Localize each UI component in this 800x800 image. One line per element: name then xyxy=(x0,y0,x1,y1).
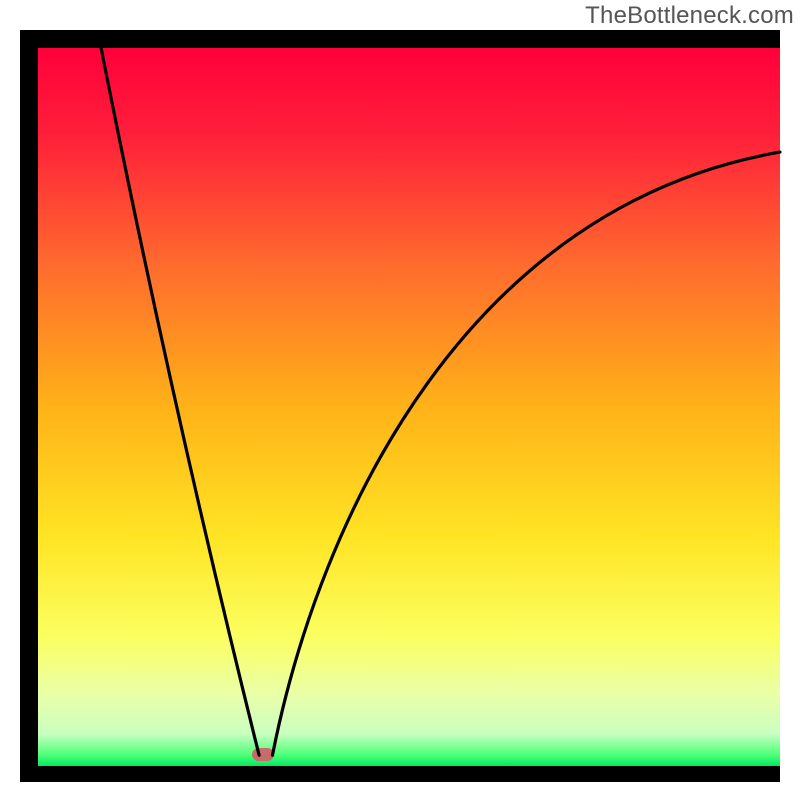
frame-top xyxy=(20,30,780,48)
curve-path xyxy=(101,48,780,755)
chart-container: TheBottleneck.com xyxy=(0,0,800,800)
bottleneck-curve xyxy=(38,48,780,766)
frame-left xyxy=(20,30,38,782)
plot-area xyxy=(38,48,780,766)
watermark-text: TheBottleneck.com xyxy=(585,2,794,30)
